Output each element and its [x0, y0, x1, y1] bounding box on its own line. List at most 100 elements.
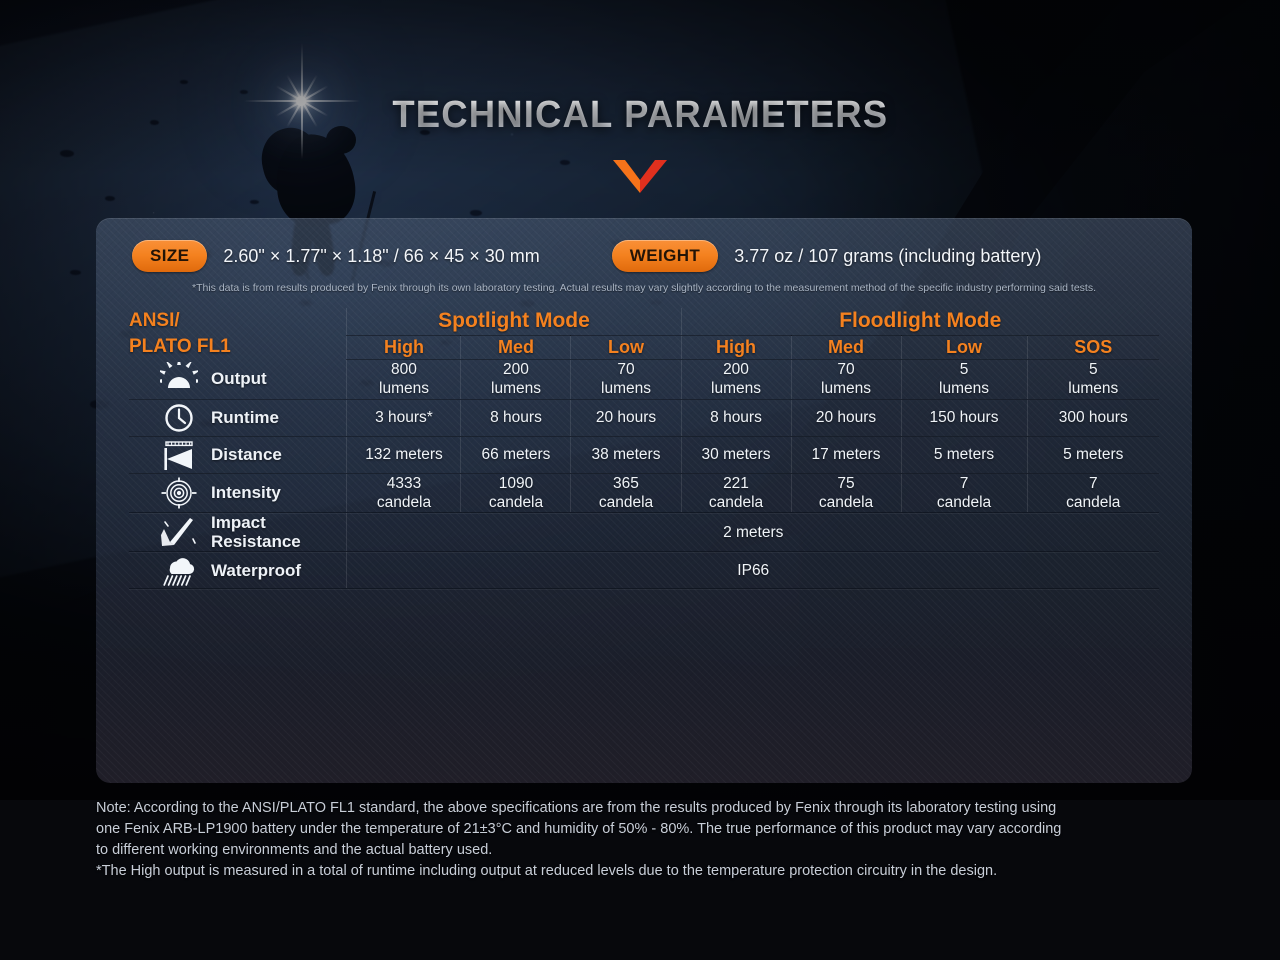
cell-2-4: 17 meters	[790, 436, 901, 474]
cell-unit: candela	[376, 493, 432, 511]
size-weight-row: SIZE 2.60" × 1.77" × 1.18" / 66 × 45 × 3…	[96, 228, 1192, 284]
cell-1-6: 300 hours	[1026, 399, 1159, 437]
table-row: Output 800 lumens 200 lumens 70 lumens 200 lumen…	[128, 359, 1159, 400]
cell-unit: lumens	[821, 380, 871, 398]
impact-drop-icon	[160, 518, 196, 547]
full-row-value-1: IP66	[346, 551, 1159, 590]
cell-3-3: 221 candela	[680, 473, 791, 514]
table-row: Distance 132 meters 66 meters 38 meters 30 m…	[128, 436, 1159, 474]
cell-unit: candela	[598, 493, 654, 511]
cell-2-2: 38 meters	[570, 436, 681, 474]
note-line-4: *The High output is measured in a total …	[96, 863, 998, 880]
cell-unit: candela	[1066, 493, 1121, 511]
cell-number: 30 meters	[701, 445, 771, 463]
footer-note: Note: According to the ANSI/PLATO FL1 st…	[96, 798, 1188, 882]
cell-1-2: 20 hours	[570, 399, 681, 437]
sunburst-icon	[159, 361, 198, 388]
cell-1-3: 8 hours	[680, 399, 791, 437]
cell-0-6: 5 lumens	[1026, 359, 1159, 400]
cell-1-4: 20 hours	[790, 399, 901, 437]
row-label-text: Intensity	[210, 483, 281, 503]
cell-unit: lumens	[939, 380, 989, 398]
chevron-divider	[0, 160, 1280, 194]
target-icon	[159, 475, 199, 511]
cell-number: 70	[617, 360, 635, 378]
cell-number: 5	[959, 360, 969, 378]
note-line-3: to different working environments and th…	[96, 842, 493, 859]
ansi-line-2: PLATO FL1	[128, 335, 231, 357]
cell-3-2: 365 candela	[570, 473, 681, 514]
cell-unit: candela	[488, 493, 544, 511]
cell-number: 20 hours	[815, 408, 877, 426]
ansi-plato-label: ANSI/PLATO FL1	[129, 308, 347, 359]
level-header-2: Low	[570, 335, 681, 360]
page-title: TECHNICAL PARAMETERS	[392, 94, 888, 136]
mode-group-floodlight: Floodlight Mode	[680, 308, 1159, 336]
cell-number: 5 meters	[1063, 445, 1124, 463]
cell-3-0: 4333 candela	[346, 473, 461, 514]
table-header-levels: High Med Low High Med Low SOS	[129, 335, 1159, 360]
specifications-table: ANSI/PLATO FL1 Spotlight Mode Floodlight M…	[128, 308, 1159, 590]
size-value: 2.60" × 1.77" × 1.18" / 66 × 45 × 30 mm	[223, 245, 540, 266]
beam-distance-icon	[164, 440, 193, 470]
cell-0-5: 5 lumens	[900, 359, 1027, 400]
cell-1-5: 150 hours	[900, 399, 1027, 437]
level-header-4: Med	[790, 335, 901, 360]
cell-number: 66 meters	[481, 445, 551, 463]
cell-1-0: 3 hours*	[346, 399, 461, 437]
cell-unit: candela	[818, 493, 874, 511]
row-label-line-1: Waterproof	[210, 560, 302, 580]
target-icon	[161, 477, 197, 509]
page-title-wrap: TECHNICAL PARAMETERS	[0, 94, 1280, 137]
table-header-groups: ANSI/PLATO FL1 Spotlight Mode Floodlight M…	[129, 308, 1159, 357]
cell-0-1: 200 lumens	[460, 359, 571, 400]
double-chevron-down-icon	[613, 160, 667, 193]
cell-number: 75	[837, 474, 855, 492]
cell-number: 300 hours	[1058, 408, 1128, 426]
row-label-text: Waterproof	[211, 561, 301, 580]
cell-2-0: 132 meters	[346, 436, 461, 474]
cell-unit: lumens	[379, 380, 429, 398]
cell-number: 3 hours*	[375, 408, 433, 426]
rain-cloud-icon	[159, 552, 199, 588]
cell-number: 221	[723, 474, 749, 492]
cell-number: 5 meters	[933, 445, 995, 463]
cell-number: 17 meters	[811, 445, 881, 463]
cell-number: 20 hours	[595, 408, 657, 426]
cell-number: 200	[503, 360, 529, 378]
cell-unit: lumens	[491, 380, 541, 398]
cell-unit: candela	[936, 493, 992, 511]
cell-1-1: 8 hours	[460, 399, 571, 437]
size-badge: SIZE	[132, 240, 208, 272]
row-label-distance: Distance	[128, 436, 347, 474]
cell-2-5: 5 meters	[900, 436, 1027, 474]
cell-number: 38 meters	[591, 445, 661, 463]
cell-number: 1090	[498, 474, 534, 492]
note-line-2: one Fenix ARB-LP1900 battery under the t…	[96, 821, 1062, 838]
beam-distance-icon	[159, 437, 199, 473]
cell-unit: lumens	[711, 380, 761, 398]
row-label-text: Impact Resistance	[211, 513, 301, 551]
level-header-5: Low	[900, 335, 1027, 360]
table-row: Impact Resistance 2 meters	[128, 512, 1159, 553]
row-label-text: Output	[210, 369, 267, 389]
table-row: Runtime 3 hours* 8 hours 20 hours 8 hours 20 …	[128, 399, 1159, 437]
ansi-line-1: ANSI/	[128, 310, 180, 331]
cell-3-5: 7 candela	[900, 473, 1027, 514]
cell-number: 5	[1088, 360, 1098, 378]
clock-icon	[165, 403, 193, 432]
row-label-line-2: Resistance	[210, 532, 301, 552]
cell-2-6: 5 meters	[1026, 436, 1159, 474]
cell-0-4: 70 lumens	[790, 359, 901, 400]
full-row-value-0: 2 meters	[346, 512, 1159, 553]
lab-testing-disclaimer: *This data is from results produced by F…	[192, 282, 1096, 294]
row-label-runtime: Runtime	[128, 399, 347, 437]
cell-2-1: 66 meters	[460, 436, 571, 474]
sunburst-icon	[159, 361, 199, 397]
cell-number: 200	[723, 360, 749, 378]
level-header-6: SOS	[1026, 335, 1159, 360]
cell-unit: candela	[708, 493, 764, 511]
mode-group-spotlight: Spotlight Mode	[346, 308, 681, 336]
cell-0-0: 800 lumens	[346, 359, 461, 400]
